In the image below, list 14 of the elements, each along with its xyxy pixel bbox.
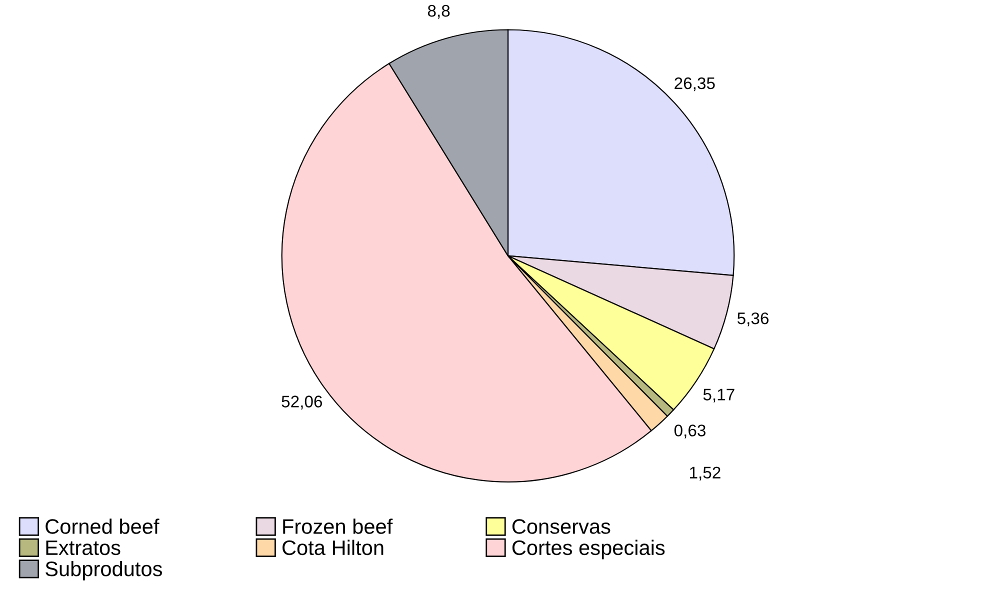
legend-label: Cortes especiais	[512, 540, 665, 560]
legend-label: Conservas	[512, 519, 610, 534]
data-label: 5,17	[703, 388, 734, 402]
data-label: 52,06	[282, 396, 322, 410]
legend-label: Subprodutos	[46, 560, 162, 580]
legend-label: Extratos	[46, 540, 120, 556]
data-label: 0,63	[674, 424, 706, 438]
legend-label: Frozen beef	[283, 518, 393, 534]
data-label: 8,8	[428, 4, 450, 19]
data-label: 26,35	[674, 77, 715, 92]
data-label: 1,52	[690, 466, 720, 480]
legend-label: Corned beef	[46, 518, 160, 534]
data-label: 5,36	[737, 312, 769, 326]
legend-label: Cota Hilton	[282, 540, 384, 556]
